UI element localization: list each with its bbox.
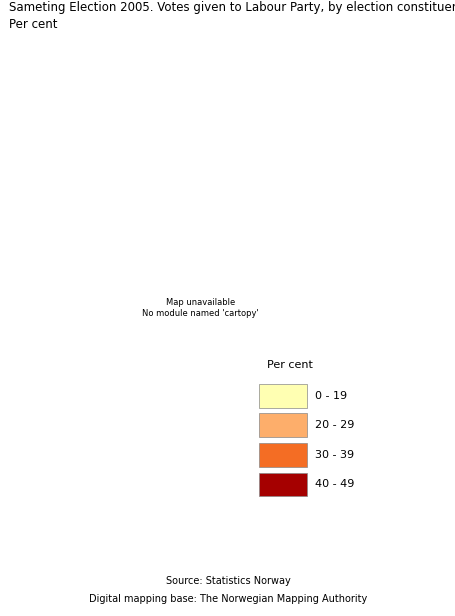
- Bar: [258, 443, 306, 467]
- Text: Sameting Election 2005. Votes given to Labour Party, by election constituency.: Sameting Election 2005. Votes given to L…: [9, 1, 455, 14]
- Bar: [258, 472, 306, 496]
- Text: 20 - 29: 20 - 29: [314, 420, 353, 431]
- Text: Per cent: Per cent: [266, 360, 312, 370]
- Text: Per cent: Per cent: [9, 18, 57, 31]
- Text: 0 - 19: 0 - 19: [314, 391, 346, 401]
- Text: Digital mapping base: The Norwegian Mapping Authority: Digital mapping base: The Norwegian Mapp…: [89, 594, 366, 604]
- Bar: [258, 413, 306, 437]
- Text: 30 - 39: 30 - 39: [314, 450, 353, 460]
- Bar: [258, 384, 306, 408]
- Text: Source: Statistics Norway: Source: Statistics Norway: [165, 577, 290, 586]
- Text: Map unavailable
No module named 'cartopy': Map unavailable No module named 'cartopy…: [142, 298, 258, 318]
- Text: 40 - 49: 40 - 49: [314, 479, 353, 490]
